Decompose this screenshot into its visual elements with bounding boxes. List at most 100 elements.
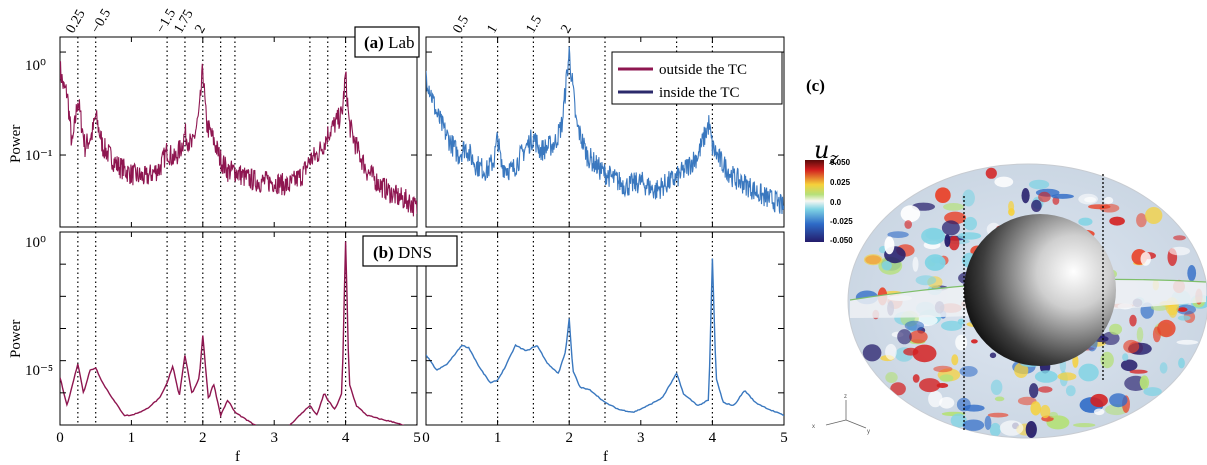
spectra-series — [60, 46, 784, 425]
panel-a-outside-frame — [59, 36, 418, 228]
field-blob — [1029, 179, 1050, 190]
field-blob — [944, 234, 951, 248]
field-blob — [904, 320, 925, 331]
xtick-label: 3 — [270, 430, 278, 446]
field-blob — [990, 379, 1003, 395]
field-blob — [1100, 351, 1114, 369]
field-blob — [1143, 387, 1162, 397]
field-blob — [909, 330, 928, 344]
field-blob — [897, 329, 912, 345]
field-blob — [1178, 357, 1185, 369]
x-axis-label: f — [235, 449, 240, 465]
colorbar-subscript: z — [828, 149, 839, 169]
svg-text:(a) Lab: (a) Lab — [364, 33, 415, 52]
field-blob — [919, 378, 941, 393]
field-blob — [1169, 246, 1190, 256]
panel-b-bold: (b) — [373, 243, 394, 262]
field-blob — [1176, 339, 1199, 345]
xtick-label: 0 — [56, 430, 64, 446]
field-blob — [962, 189, 975, 207]
field-blob — [1173, 235, 1186, 241]
field-blob — [951, 354, 959, 366]
series-line — [426, 46, 784, 215]
ytick-label: 10⁻⁵ — [25, 363, 53, 379]
field-blob — [1051, 193, 1074, 199]
field-blob — [1157, 319, 1176, 338]
field-blob — [1021, 188, 1030, 204]
field-blob — [948, 235, 960, 251]
freq-label: 1.5 — [523, 13, 545, 36]
field-blob — [862, 344, 882, 362]
field-blob — [935, 187, 951, 203]
colorbar-gradient — [805, 160, 824, 242]
field-blob — [1152, 326, 1161, 343]
field-blob — [933, 365, 953, 373]
field-blob — [863, 254, 883, 266]
freq-label: −0.5 — [88, 6, 114, 36]
field-blob — [985, 167, 997, 179]
colorbar: uz 0.050 0.025 0.0 -0.025 -0.050 — [805, 136, 853, 245]
panel-b-inside-frame — [425, 231, 785, 426]
field-blob — [939, 397, 955, 409]
panel-a-bold: (a) — [364, 33, 384, 52]
field-blob — [1065, 385, 1076, 397]
panel-b-label: (b) DNS — [362, 235, 458, 267]
field-blob — [989, 352, 997, 359]
field-blob — [1034, 370, 1058, 383]
field-blob — [1109, 216, 1125, 226]
field-blob — [912, 256, 919, 272]
field-blob — [924, 254, 946, 271]
field-blob — [1145, 207, 1163, 224]
field-blob — [1038, 191, 1051, 203]
field-blob — [890, 382, 906, 396]
field-blob — [971, 339, 978, 344]
field-blob — [1177, 307, 1188, 312]
axis-glyph-z: z — [844, 394, 847, 400]
field-blob — [1120, 359, 1138, 372]
freq-label: 0.5 — [450, 13, 472, 36]
field-blob — [928, 390, 943, 408]
field-blob — [987, 412, 1009, 418]
series-line — [426, 258, 784, 417]
xtick-label: 4 — [709, 430, 717, 446]
field-blob — [1078, 363, 1099, 382]
field-blob — [1038, 386, 1053, 393]
field-blob — [941, 220, 960, 236]
colorbar-tick: -0.050 — [830, 236, 853, 245]
panel-a-label: (a) Lab — [354, 26, 420, 58]
field-blob — [1030, 401, 1041, 416]
field-blob — [1025, 421, 1037, 438]
xtick-label: 1 — [128, 430, 136, 446]
xtick-label: 3 — [637, 430, 645, 446]
field-blob — [999, 420, 1024, 436]
y-axis-label: Power — [8, 125, 24, 163]
colorbar-tick: -0.025 — [830, 217, 853, 226]
field-blob — [900, 205, 921, 223]
field-blob — [1014, 362, 1029, 378]
frequency-markers-left: 0.25 −0.5 −1.5 1.75 2 — [63, 6, 208, 36]
field-blob — [1057, 372, 1077, 381]
field-blob — [955, 334, 968, 351]
field-blob — [1017, 396, 1037, 406]
xtick-label: 2 — [565, 430, 573, 446]
field-blob — [957, 318, 965, 325]
y-axis-label: Power — [8, 320, 24, 358]
field-blob — [912, 374, 920, 383]
field-blob — [957, 232, 982, 240]
field-blob — [885, 343, 897, 360]
field-blob — [936, 383, 949, 388]
field-blob — [912, 344, 937, 363]
field-blob — [1088, 204, 1111, 210]
axis-ticks — [59, 37, 785, 426]
legend: outside the TC inside the TC — [611, 51, 783, 105]
field-blob — [1136, 213, 1147, 228]
field-blob — [1093, 408, 1105, 416]
ytick-label: 10⁰ — [25, 235, 46, 251]
legend-outside: outside the TC — [659, 62, 747, 78]
series-line — [60, 241, 417, 425]
field-blob — [921, 227, 946, 245]
shell-rendering — [847, 163, 1207, 439]
field-blob — [1109, 323, 1123, 335]
